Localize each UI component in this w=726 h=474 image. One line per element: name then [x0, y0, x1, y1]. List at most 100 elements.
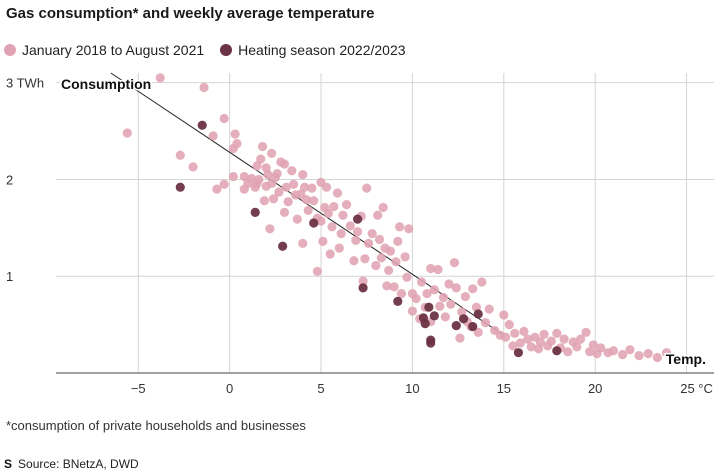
data-point-heating-season — [250, 207, 260, 217]
legend-dot-heating-season — [220, 44, 233, 56]
data-point-historical — [332, 188, 343, 198]
data-point-heating-season — [424, 302, 434, 312]
data-point-historical — [283, 197, 293, 207]
data-point-historical — [363, 238, 374, 248]
data-point-historical — [312, 266, 322, 276]
x-tick-label: 15 — [497, 381, 511, 396]
data-point-historical — [175, 150, 185, 160]
data-point-historical — [585, 347, 595, 357]
publisher-logo-icon: S — [4, 457, 13, 471]
data-point-historical — [325, 249, 335, 259]
data-point-heating-season — [309, 218, 319, 228]
data-point-heating-season — [420, 319, 430, 329]
data-point-historical — [477, 277, 487, 287]
data-point-historical — [411, 293, 421, 304]
data-point-historical — [376, 253, 386, 263]
data-point-historical — [473, 327, 483, 337]
data-point-historical — [287, 166, 297, 176]
data-point-historical — [385, 246, 396, 256]
data-point-historical — [228, 171, 238, 182]
y-tick-label: 1 — [6, 269, 13, 284]
x-tick-label: 20 — [588, 381, 602, 396]
source-line: S Source: BNetzA, DWD — [4, 457, 139, 471]
data-point-historical — [265, 224, 275, 234]
data-point-historical — [446, 299, 456, 309]
data-point-historical — [499, 310, 509, 320]
data-point-historical — [391, 257, 401, 267]
data-point-historical — [279, 159, 290, 169]
data-point-historical — [267, 148, 277, 158]
data-point-historical — [274, 187, 284, 197]
legend-dot-historical — [4, 44, 16, 56]
data-point-heating-season — [358, 283, 368, 293]
data-point-heating-season — [552, 346, 562, 356]
data-point-heating-season — [352, 214, 363, 224]
data-point-historical — [643, 349, 653, 359]
data-point-historical — [515, 338, 525, 348]
data-point-historical — [460, 291, 471, 302]
data-point-historical — [199, 82, 209, 93]
data-point-historical — [455, 333, 465, 343]
x-tick-label: −5 — [131, 381, 146, 396]
data-point-historical — [438, 292, 449, 303]
data-point-historical — [299, 182, 310, 192]
data-point-historical — [378, 202, 388, 213]
data-point-historical — [212, 184, 222, 194]
data-point-historical — [252, 161, 262, 171]
data-point-historical — [374, 234, 385, 245]
data-point-historical — [254, 174, 264, 185]
data-point-historical — [345, 221, 355, 231]
y-tick-label: 3 TWh — [6, 76, 44, 91]
data-point-historical — [268, 194, 279, 204]
data-point-heating-season — [278, 241, 288, 251]
data-point-historical — [263, 170, 273, 180]
data-point-historical — [321, 182, 332, 192]
data-point-historical — [289, 179, 299, 189]
data-point-historical — [395, 222, 405, 232]
data-point-historical — [504, 320, 514, 330]
data-point-historical — [484, 304, 494, 314]
legend-item-heating-season: Heating season 2022/2023 — [220, 42, 406, 58]
data-point-heating-season — [458, 314, 469, 324]
data-point-historical — [338, 210, 348, 220]
y-axis-title: Consumption — [61, 76, 151, 92]
legend-item-historical: January 2018 to August 2021 — [4, 42, 204, 58]
x-tick-label: 25 °C — [680, 381, 713, 396]
data-point-historical — [652, 352, 662, 363]
data-point-heating-season — [468, 321, 478, 332]
data-point-historical — [307, 183, 317, 193]
data-point-historical — [296, 189, 306, 199]
data-point-historical — [318, 236, 328, 246]
data-point-historical — [400, 252, 410, 262]
legend: January 2018 to August 2021 Heating seas… — [4, 42, 422, 58]
data-point-heating-season — [473, 309, 483, 319]
data-point-historical — [608, 346, 619, 356]
data-point-historical — [382, 281, 392, 291]
data-point-historical — [358, 276, 368, 286]
data-point-historical — [279, 207, 290, 217]
data-point-heating-season — [513, 348, 524, 358]
data-point-historical — [416, 277, 427, 287]
data-point-historical — [272, 169, 282, 179]
data-point-historical — [618, 350, 628, 360]
data-point-heating-season — [451, 320, 461, 331]
data-point-historical — [429, 285, 439, 295]
data-point-historical — [389, 282, 399, 292]
data-point-historical — [552, 328, 562, 338]
data-point-historical — [393, 236, 403, 246]
x-tick-label: 5 — [317, 381, 324, 396]
data-point-historical — [563, 347, 573, 357]
data-point-historical — [239, 171, 249, 182]
footnote: *consumption of private households and b… — [6, 418, 306, 433]
data-point-historical — [298, 170, 308, 180]
data-point-historical — [433, 264, 443, 275]
data-point-historical — [367, 229, 377, 239]
data-point-historical — [625, 345, 635, 355]
data-point-historical — [329, 201, 339, 212]
data-point-historical — [373, 210, 383, 220]
data-point-historical — [559, 334, 569, 344]
data-point-historical — [349, 256, 359, 266]
data-point-historical — [371, 260, 381, 271]
data-point-historical — [360, 254, 370, 264]
